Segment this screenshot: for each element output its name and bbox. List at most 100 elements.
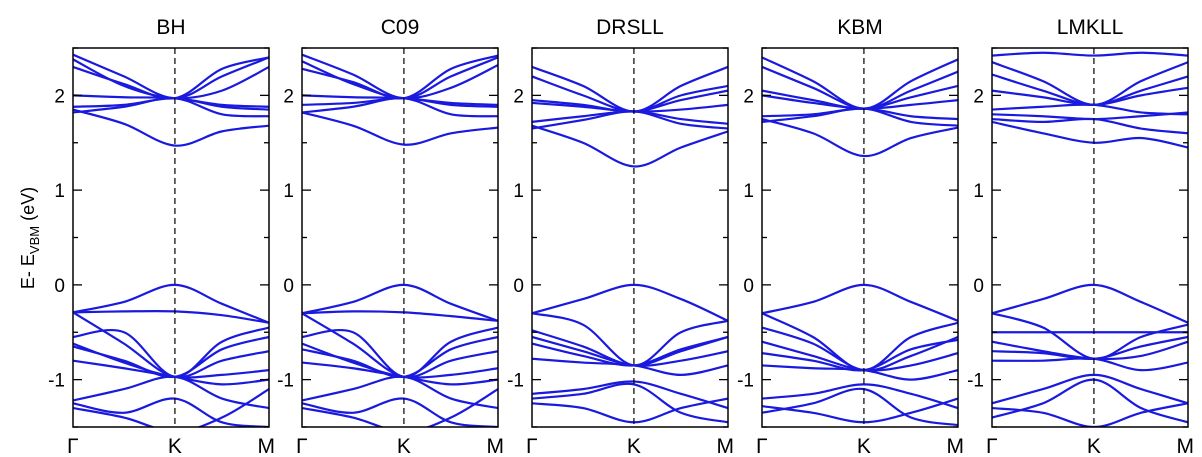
bands (302, 53, 498, 427)
band-line-9 (992, 283, 1188, 324)
band-line-5 (762, 107, 958, 121)
band-line-5 (73, 97, 269, 111)
band-line-10 (73, 326, 269, 378)
band-line-7 (532, 124, 728, 168)
y-axis-label-unit: (eV) (18, 187, 38, 226)
panel-title: DRSLL (596, 16, 664, 39)
band-line-3 (762, 84, 958, 110)
band-line-2 (73, 58, 269, 100)
y-tick-label: 1 (54, 181, 65, 202)
band-line-13 (762, 364, 958, 381)
y-axis-label: E- EVBM (eV) (18, 187, 42, 289)
band-line-4 (992, 86, 1188, 106)
y-tick-label: 1 (973, 181, 984, 202)
y-tick-label: -1 (48, 371, 65, 392)
band-line-12 (762, 338, 958, 372)
y-tick-label: 2 (54, 86, 65, 107)
panels: BH -1 0 1 2 Γ K M C09 -1 0 1 2 Γ K M DRSLL -1 0 1 2 Γ K M KBM -1 0… (48, 16, 1194, 457)
y-tick-label: 2 (283, 86, 294, 107)
band-line-1 (992, 51, 1188, 57)
bands (762, 56, 958, 427)
x-tick-label: Γ (526, 435, 538, 457)
bands (532, 65, 728, 424)
band-line-7 (302, 111, 498, 146)
y-tick-label: 2 (513, 86, 524, 107)
band-line-8 (762, 283, 958, 322)
band-line-4 (532, 101, 728, 113)
band-line-4 (762, 94, 958, 110)
band-line-15 (992, 373, 1188, 405)
x-tick-label: K (1087, 435, 1101, 457)
x-tick-label: Γ (296, 435, 308, 457)
band-line-17 (992, 378, 1188, 424)
x-tick-label: M (947, 435, 965, 457)
band-line-3 (992, 73, 1188, 106)
band-line-16 (73, 388, 269, 427)
y-tick-label: -1 (277, 371, 294, 392)
panel-bh: BH -1 0 1 2 Γ K M (48, 16, 275, 457)
y-tick-label: 2 (973, 86, 984, 107)
y-tick-label: 0 (54, 276, 65, 297)
y-tick-label: 0 (973, 276, 984, 297)
y-tick-label: 1 (283, 181, 294, 202)
x-tick-label: K (627, 435, 641, 457)
band-line-8 (992, 120, 1188, 149)
band-line-2 (532, 75, 728, 113)
bands (73, 53, 269, 427)
x-tick-label: K (397, 435, 411, 457)
x-tick-label: M (258, 435, 276, 457)
band-line-7 (762, 118, 958, 158)
panel-c09: C09 -1 0 1 2 Γ K M (277, 16, 504, 457)
band-line-6 (302, 97, 498, 118)
band-line-7 (73, 108, 269, 147)
band-line-8 (302, 283, 498, 322)
band-line-8 (532, 283, 728, 322)
band-line-9 (302, 310, 498, 322)
y-tick-label: -1 (737, 371, 754, 392)
band-line-11 (302, 312, 498, 379)
y-tick-label: 2 (743, 86, 754, 107)
band-line-13 (532, 357, 728, 376)
x-tick-label: M (717, 435, 735, 457)
y-tick-label: 0 (513, 276, 524, 297)
band-line-14 (762, 383, 958, 410)
y-tick-label: 1 (513, 181, 524, 202)
y-axis-label-main: E- E (18, 254, 38, 289)
bands (992, 51, 1188, 427)
y-tick-label: 0 (743, 276, 754, 297)
band-line-16 (992, 402, 1188, 427)
band-line-16 (532, 382, 728, 424)
y-tick-label: 0 (283, 276, 294, 297)
band-line-12 (73, 342, 269, 379)
band-line-12 (302, 342, 498, 379)
x-tick-label: Γ (986, 435, 998, 457)
y-tick-label: 1 (743, 181, 754, 202)
x-tick-label: M (487, 435, 505, 457)
panel-title: LMKLL (1057, 16, 1124, 39)
band-line-16 (302, 388, 498, 427)
panel-title: KBM (837, 16, 883, 39)
band-line-15 (302, 375, 498, 410)
y-tick-label: -1 (507, 371, 524, 392)
x-tick-label: Γ (756, 435, 768, 457)
band-line-5 (532, 110, 728, 125)
band-line-5 (992, 103, 1188, 116)
band-line-10 (302, 326, 498, 378)
y-tick-label: -1 (967, 371, 984, 392)
x-tick-label: K (168, 435, 182, 457)
band-line-3 (302, 54, 498, 100)
x-tick-label: M (1177, 435, 1195, 457)
panel-drsll: DRSLL -1 0 1 2 Γ K M (507, 16, 734, 457)
band-line-7 (992, 117, 1188, 135)
panel-lmkll: LMKLL -1 0 1 2 Γ K M (967, 16, 1194, 457)
band-line-14 (992, 357, 1188, 372)
x-tick-label: K (857, 435, 871, 457)
band-line-15 (73, 375, 269, 410)
band-line-15 (762, 397, 958, 424)
band-line-9 (73, 309, 269, 324)
panel-title: C09 (381, 16, 420, 39)
panel-title: BH (156, 16, 185, 39)
band-line-3 (73, 56, 269, 100)
x-tick-label: Γ (67, 435, 79, 457)
